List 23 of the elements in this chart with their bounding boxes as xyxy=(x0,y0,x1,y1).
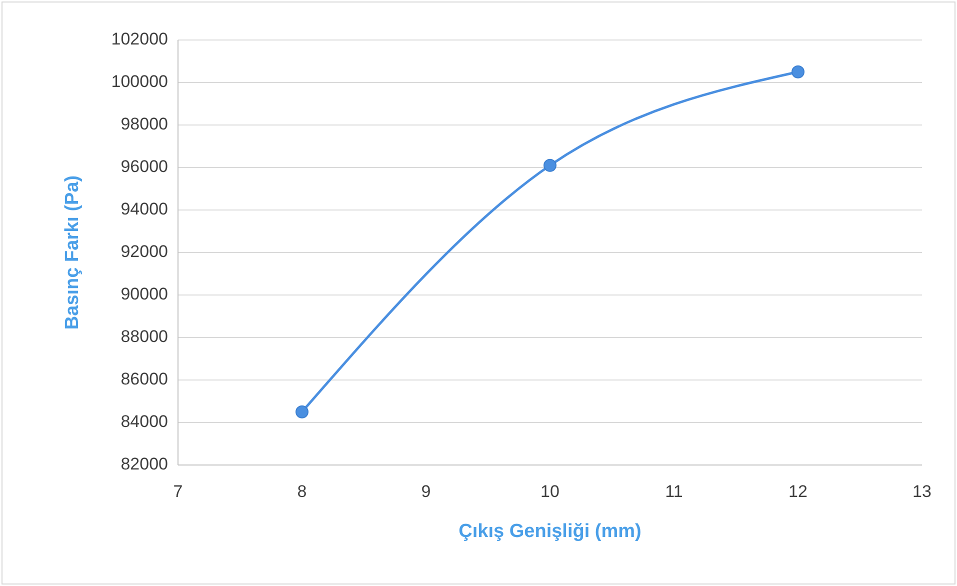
x-tick-label: 11 xyxy=(665,482,683,501)
y-tick-label: 96000 xyxy=(120,156,168,176)
y-tick-label: 102000 xyxy=(111,29,168,48)
y-tick-label: 90000 xyxy=(120,284,168,304)
point xyxy=(544,158,556,172)
y-tick-label: 100000 xyxy=(111,72,168,91)
point xyxy=(296,405,308,418)
y-tick-label: 84000 xyxy=(120,412,168,431)
y-tick-label: 94000 xyxy=(120,199,168,218)
x-tick-label: 8 xyxy=(297,482,307,501)
y-axis-title: Basınç Farkı (Pa) xyxy=(62,175,83,330)
x-tick-label: 13 xyxy=(912,482,932,501)
y-tick-label: 98000 xyxy=(120,114,168,134)
x-tick-label: 10 xyxy=(540,482,560,501)
y-tick-label: 82000 xyxy=(120,454,168,474)
point xyxy=(792,65,804,78)
y-tick-label: 86000 xyxy=(120,369,168,388)
x-tick-label: 9 xyxy=(421,482,431,501)
x-tick-label: 12 xyxy=(788,482,808,501)
x-axis-title: Çıkış Genişliği (mm) xyxy=(458,521,642,542)
y-tick-label: 92000 xyxy=(120,242,168,261)
x-tick-label: 7 xyxy=(173,482,183,501)
y-tick-label: 88000 xyxy=(120,326,168,346)
